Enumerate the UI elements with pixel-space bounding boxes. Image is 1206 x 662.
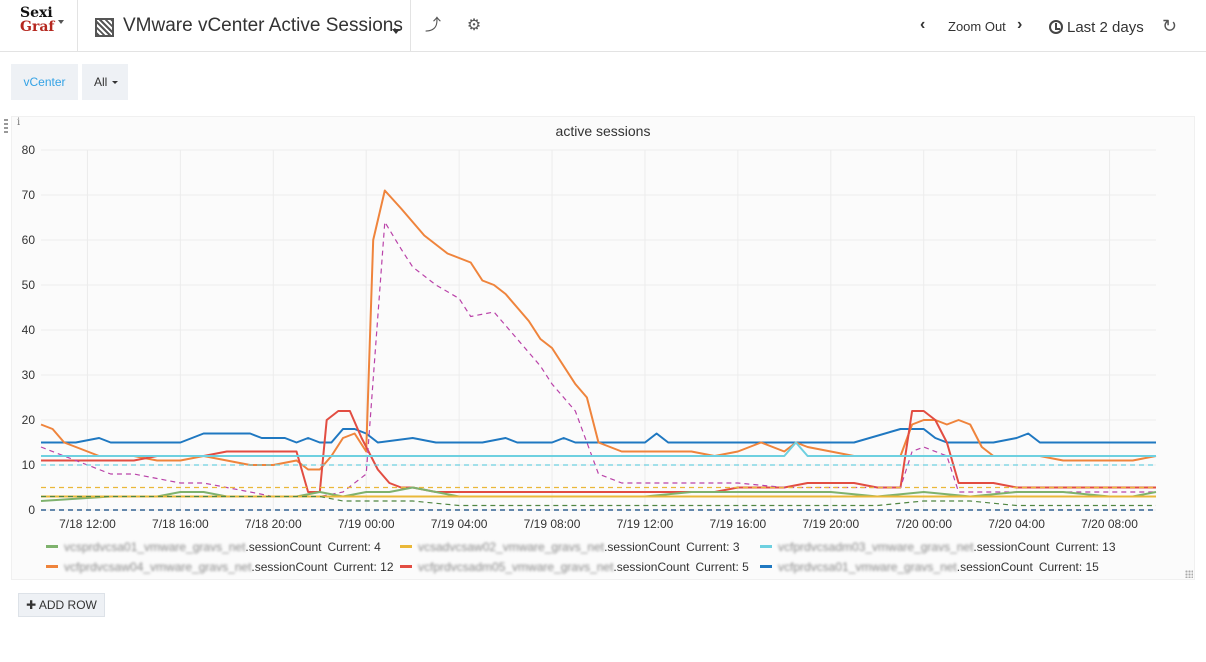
x-tick-label: 7/19 04:00 [431, 517, 488, 531]
x-tick-label: 7/19 16:00 [710, 517, 767, 531]
series-line-2 [41, 410, 1156, 493]
legend-swatch [46, 545, 58, 549]
x-tick-label: 7/20 04:00 [988, 517, 1045, 531]
legend-host-name: vcfprdvcsaw04_vmware_gravs_net [64, 560, 252, 574]
legend-item[interactable]: vcfprdvcsadm05_vmware_gravs_net.sessionC… [400, 560, 749, 574]
y-tick-label: 50 [22, 278, 36, 292]
series-line-0 [41, 428, 1156, 444]
add-row-button[interactable]: ✚ ADD ROW [18, 593, 105, 617]
legend-metric: .sessionCount [956, 560, 1033, 574]
app-logo: Sexi Graf [20, 6, 54, 34]
legend-host-name: vcfprdvcsa01_vmware_gravs_net [778, 560, 957, 574]
graph-panel [11, 116, 1195, 580]
legend-current-value: Current: 15 [1038, 560, 1099, 574]
legend-host-name: vcsadvcsaw02_vmware_gravs_net [418, 540, 605, 554]
zoom-out-button[interactable]: Zoom Out [948, 19, 1006, 34]
legend-metric: .sessionCount [251, 560, 328, 574]
legend-swatch [400, 565, 412, 569]
legend-item[interactable]: vcfprdvcsaw04_vmware_gravs_net.sessionCo… [46, 560, 394, 574]
top-navbar: Sexi Graf VMware vCenter Active Sessions… [0, 0, 1206, 52]
legend-current-value: Current: 4 [327, 540, 381, 554]
variable-label-vcenter: vCenter [11, 64, 78, 100]
series-line-9 [41, 495, 1156, 507]
chevron-left-icon[interactable]: ‹ [920, 16, 926, 33]
x-tick-label: 7/18 16:00 [152, 517, 209, 531]
legend-swatch [46, 565, 58, 569]
info-icon[interactable]: i [17, 117, 21, 128]
y-tick-label: 0 [28, 503, 35, 517]
plus-icon: ✚ [26, 598, 37, 612]
legend-metric: .sessionCount [604, 540, 681, 554]
x-tick-label: 7/19 20:00 [802, 517, 859, 531]
chevron-right-icon[interactable]: › [1017, 16, 1023, 33]
legend-host-name: vcfprdvcsadm05_vmware_gravs_net [418, 560, 614, 574]
panel-title[interactable]: active sessions [555, 123, 651, 139]
variable-select-vcenter[interactable]: All [82, 64, 128, 100]
x-tick-label: 7/20 00:00 [895, 517, 952, 531]
dashboard-picker[interactable]: VMware vCenter Active Sessions [78, 0, 411, 52]
y-tick-label: 80 [22, 143, 36, 157]
clock-icon [1049, 20, 1063, 34]
logo-line-2: Graf [20, 19, 55, 35]
x-tick-label: 7/19 08:00 [524, 517, 581, 531]
panel-resize-handle[interactable] [1185, 570, 1193, 578]
legend-current-value: Current: 3 [686, 540, 740, 554]
refresh-icon[interactable]: ↻ [1162, 16, 1178, 36]
y-tick-label: 60 [22, 233, 36, 247]
logo-line-1: Sexi [20, 5, 53, 21]
legend-item[interactable]: vcsadvcsaw02_vmware_gravs_net.sessionCou… [400, 540, 740, 554]
chart-series [40, 189, 1157, 511]
legend-host-name: vcsprdvcsa01_vmware_gravs_net [64, 540, 246, 554]
chart-grid [41, 149, 1156, 511]
x-tick-label: 7/19 12:00 [617, 517, 674, 531]
gear-icon[interactable]: ⚙ [466, 17, 482, 34]
legend-swatch [760, 545, 772, 549]
legend-metric: .sessionCount [973, 540, 1050, 554]
chevron-down-icon [112, 81, 118, 84]
legend-item[interactable]: vcsprdvcsa01_vmware_gravs_net.sessionCou… [46, 540, 381, 554]
y-tick-label: 30 [22, 368, 36, 382]
time-range-picker[interactable]: Last 2 days [1067, 19, 1144, 36]
series-line-6 [41, 441, 1156, 457]
dashboard-grid-icon [95, 18, 114, 37]
series-line-7 [40, 486, 1157, 502]
x-axis: 7/18 12:00 7/18 16:00 7/18 20:00 7/19 00:00… [59, 517, 1138, 531]
series-line-3 [40, 221, 1156, 498]
x-tick-label: 7/20 08:00 [1081, 517, 1138, 531]
legend-metric: .sessionCount [613, 560, 690, 574]
legend-current-value: Current: 12 [333, 560, 394, 574]
chevron-down-icon [392, 29, 400, 34]
x-tick-label: 7/18 20:00 [245, 517, 302, 531]
y-axis: 0 10 20 30 40 50 60 70 80 [22, 143, 36, 517]
app-logo-menu[interactable]: Sexi Graf [0, 0, 78, 52]
chevron-down-icon [58, 20, 64, 24]
dashboard-title: VMware vCenter Active Sessions [123, 15, 403, 36]
x-tick-label: 7/19 00:00 [338, 517, 395, 531]
legend-current-value: Current: 13 [1055, 540, 1116, 554]
y-tick-label: 20 [22, 413, 36, 427]
legend-item[interactable]: vcfprdvcsadm03_vmware_gravs_net.sessionC… [760, 540, 1116, 554]
x-tick-label: 7/18 12:00 [59, 517, 116, 531]
y-tick-label: 40 [22, 323, 36, 337]
legend-swatch [760, 565, 772, 569]
legend-host-name: vcfprdvcsadm03_vmware_gravs_net [778, 540, 974, 554]
legend-swatch [400, 545, 412, 549]
add-row-label: ADD ROW [38, 598, 97, 612]
y-tick-label: 10 [22, 458, 36, 472]
row-drag-handle[interactable] [4, 119, 8, 133]
share-icon[interactable]: ⤴ [424, 17, 441, 34]
legend-item[interactable]: vcfprdvcsa01_vmware_gravs_net.sessionCou… [760, 560, 1099, 574]
y-tick-label: 70 [22, 188, 36, 202]
legend-current-value: Current: 5 [695, 560, 749, 574]
legend-metric: .sessionCount [245, 540, 322, 554]
